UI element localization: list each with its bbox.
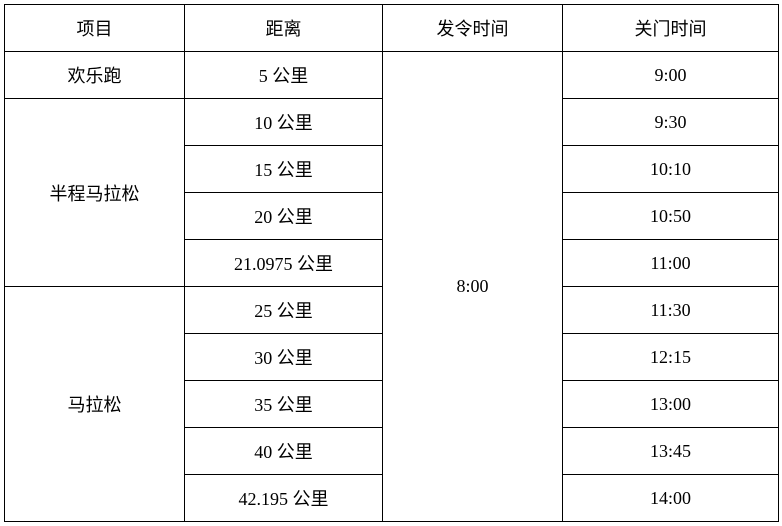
header-distance: 距离 bbox=[185, 5, 383, 52]
table-header-row: 项目 距离 发令时间 关门时间 bbox=[5, 5, 779, 52]
distance-cell: 21.0975 公里 bbox=[185, 240, 383, 287]
close-time-cell: 10:10 bbox=[563, 146, 779, 193]
category-marathon: 马拉松 bbox=[5, 287, 185, 522]
close-time-cell: 12:15 bbox=[563, 334, 779, 381]
header-project: 项目 bbox=[5, 5, 185, 52]
marathon-schedule-table: 项目 距离 发令时间 关门时间 欢乐跑 5 公里 8:00 9:00 半程马拉松… bbox=[4, 4, 779, 522]
close-time-cell: 13:00 bbox=[563, 381, 779, 428]
close-time-cell: 13:45 bbox=[563, 428, 779, 475]
start-time-cell: 8:00 bbox=[383, 52, 563, 522]
header-close-time: 关门时间 bbox=[563, 5, 779, 52]
table-row: 欢乐跑 5 公里 8:00 9:00 bbox=[5, 52, 779, 99]
distance-cell: 40 公里 bbox=[185, 428, 383, 475]
header-start-time: 发令时间 bbox=[383, 5, 563, 52]
distance-cell: 5 公里 bbox=[185, 52, 383, 99]
close-time-cell: 9:00 bbox=[563, 52, 779, 99]
distance-cell: 25 公里 bbox=[185, 287, 383, 334]
close-time-cell: 11:30 bbox=[563, 287, 779, 334]
close-time-cell: 14:00 bbox=[563, 475, 779, 522]
distance-cell: 10 公里 bbox=[185, 99, 383, 146]
distance-cell: 20 公里 bbox=[185, 193, 383, 240]
distance-cell: 35 公里 bbox=[185, 381, 383, 428]
close-time-cell: 11:00 bbox=[563, 240, 779, 287]
category-fun-run: 欢乐跑 bbox=[5, 52, 185, 99]
close-time-cell: 9:30 bbox=[563, 99, 779, 146]
close-time-cell: 10:50 bbox=[563, 193, 779, 240]
distance-cell: 30 公里 bbox=[185, 334, 383, 381]
distance-cell: 15 公里 bbox=[185, 146, 383, 193]
distance-cell: 42.195 公里 bbox=[185, 475, 383, 522]
category-half-marathon: 半程马拉松 bbox=[5, 99, 185, 287]
